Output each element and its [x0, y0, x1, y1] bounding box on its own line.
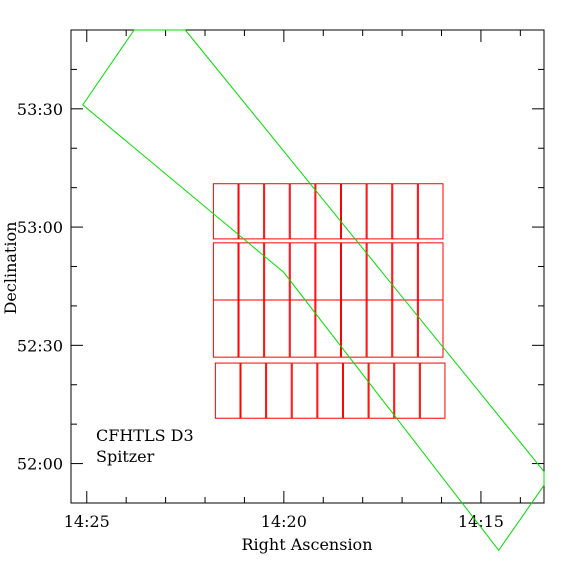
cfhtls-ccd-chip — [366, 299, 393, 358]
cfhtls-ccd-chip — [264, 242, 290, 301]
y-tick-label: 53:00 — [17, 218, 63, 237]
x-tick-label: 14:25 — [64, 512, 110, 531]
cfhtls-ccd-chip — [291, 362, 318, 419]
cfhtls-ccd-chip — [342, 362, 369, 419]
cfhtls-ccd-chip — [238, 299, 265, 358]
tick-marks — [71, 30, 544, 504]
legend-cfhtls-d3: CFHTLS D3 — [96, 426, 194, 445]
y-tick-labels: 53:30 53:00 52:30 52:00 — [17, 100, 63, 474]
cfhtls-ccd-chip — [341, 183, 367, 240]
cfhtls-ccd-chip — [417, 242, 444, 301]
cfhtls-ccd-chip — [238, 183, 265, 240]
spitzer-footprint — [82, 29, 545, 552]
cfhtls-ccd-chip — [289, 299, 316, 358]
cfhtls-ccd-chip — [394, 362, 420, 419]
cfhtls-ccd-chip — [214, 362, 241, 419]
cfhtls-ccd-chip — [392, 242, 418, 301]
cfhtls-ccd-chip — [419, 362, 446, 419]
x-tick-label: 14:15 — [458, 512, 504, 531]
cfhtls-ccd-chip — [366, 183, 393, 240]
cfhtls-ccd-chip — [266, 362, 292, 419]
cfhtls-ccd-chip — [212, 299, 239, 358]
y-tick-label: 52:00 — [17, 455, 63, 474]
y-tick-label: 53:30 — [17, 100, 63, 119]
cfhtls-ccd-chip — [417, 299, 444, 358]
x-tick-label: 14:20 — [261, 512, 307, 531]
y-tick-label: 52:30 — [17, 336, 63, 355]
cfhtls-ccd-chip — [315, 242, 342, 301]
cfhtls-ccd-chip — [289, 183, 316, 240]
cfhtls-ccd-chip — [264, 299, 290, 358]
cfhtls-d3-footprint — [212, 183, 446, 419]
cfhtls-ccd-chip — [240, 362, 267, 419]
cfhtls-ccd-chip — [212, 183, 239, 240]
legend-spitzer: Spitzer — [96, 447, 155, 466]
cfhtls-ccd-chip — [315, 183, 342, 240]
cfhtls-ccd-chip — [341, 299, 367, 358]
cfhtls-ccd-chip — [368, 362, 395, 419]
cfhtls-ccd-chip — [366, 242, 393, 301]
cfhtls-ccd-chip — [238, 242, 265, 301]
y-axis-label: Declination — [1, 222, 20, 315]
spitzer-outline — [82, 29, 545, 552]
cfhtls-ccd-chip — [417, 183, 444, 240]
cfhtls-ccd-chip — [289, 242, 316, 301]
x-tick-labels: 14:25 14:20 14:15 — [64, 512, 504, 531]
cfhtls-ccd-chip — [317, 362, 343, 419]
cfhtls-ccd-chip — [392, 299, 418, 358]
cfhtls-ccd-chip — [264, 183, 290, 240]
cfhtls-ccd-chip — [341, 242, 367, 301]
cfhtls-ccd-chip — [315, 299, 342, 358]
cfhtls-ccd-chip — [212, 242, 239, 301]
cfhtls-ccd-chip — [392, 183, 418, 240]
x-axis-label: Right Ascension — [242, 535, 373, 554]
